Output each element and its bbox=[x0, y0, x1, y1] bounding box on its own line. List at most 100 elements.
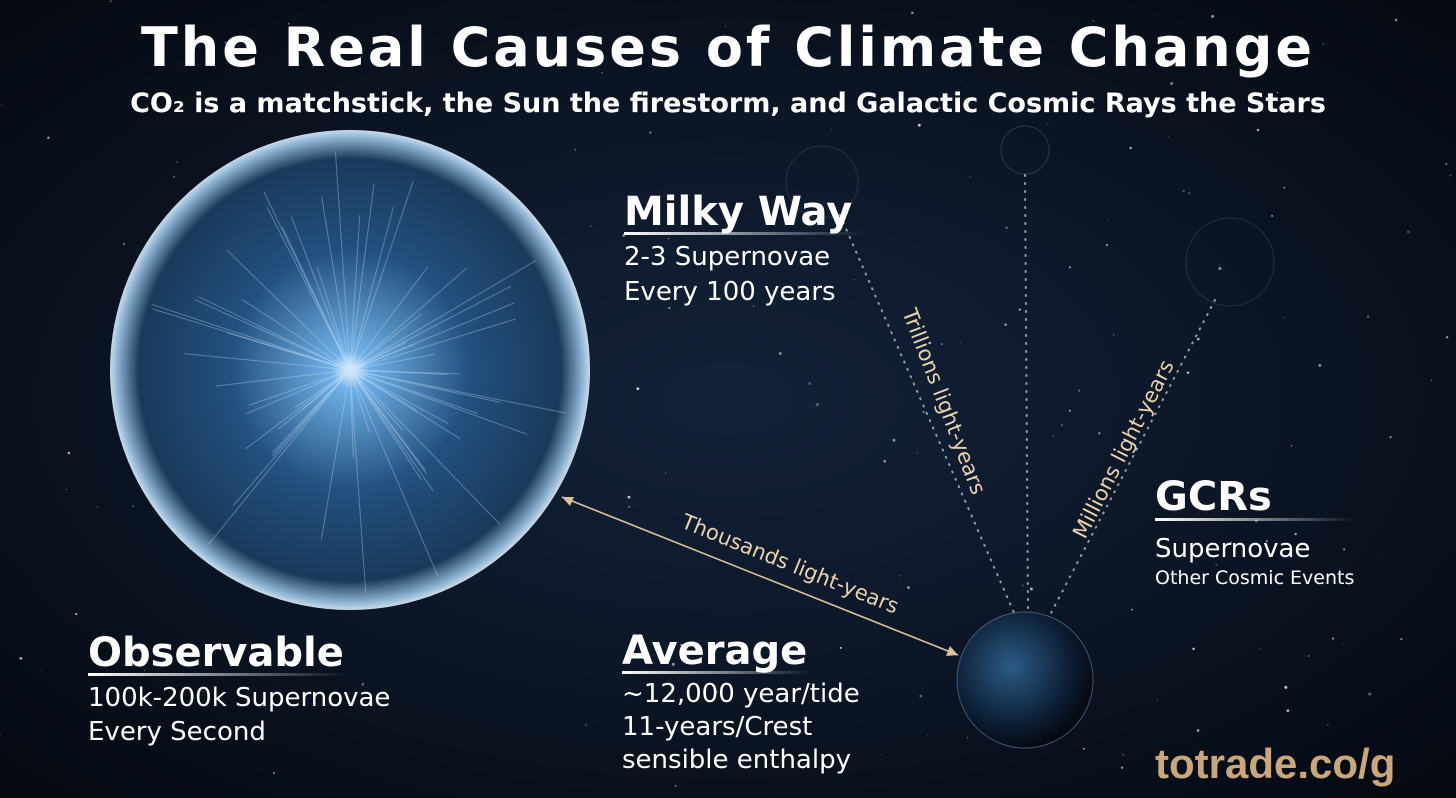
star bbox=[1156, 699, 1158, 701]
star bbox=[1270, 214, 1274, 218]
star bbox=[1186, 371, 1190, 374]
filament bbox=[349, 369, 501, 526]
filament bbox=[246, 369, 351, 415]
star bbox=[1368, 692, 1372, 696]
star bbox=[1264, 34, 1268, 37]
star bbox=[1120, 766, 1124, 769]
star bbox=[1378, 557, 1380, 559]
star bbox=[1406, 230, 1410, 234]
underline bbox=[1155, 518, 1355, 521]
star bbox=[112, 324, 114, 326]
star bbox=[247, 61, 249, 63]
star bbox=[1230, 541, 1233, 544]
star bbox=[1061, 424, 1063, 426]
filament bbox=[349, 260, 537, 371]
filament bbox=[349, 369, 434, 492]
detail: sensible enthalpy bbox=[622, 745, 851, 775]
filament bbox=[349, 267, 468, 371]
star bbox=[1327, 724, 1329, 726]
star bbox=[1446, 336, 1449, 339]
star bbox=[916, 452, 919, 454]
star bbox=[1068, 409, 1071, 412]
filament bbox=[349, 313, 423, 371]
star bbox=[1192, 647, 1195, 651]
filament bbox=[349, 369, 427, 475]
filament bbox=[349, 353, 435, 371]
star bbox=[846, 758, 848, 760]
watermark: totrade.co/g bbox=[1155, 740, 1395, 787]
star bbox=[109, 0, 112, 3]
star bbox=[919, 694, 923, 698]
filament bbox=[320, 369, 351, 541]
filament bbox=[321, 196, 351, 371]
detail: 100k-200k Supernovae bbox=[88, 683, 390, 713]
filament bbox=[349, 369, 461, 375]
star bbox=[1366, 315, 1370, 318]
star bbox=[47, 136, 50, 140]
filament bbox=[349, 369, 501, 403]
star bbox=[1322, 43, 1325, 45]
filament bbox=[183, 353, 351, 371]
star bbox=[177, 70, 179, 72]
star bbox=[1005, 226, 1008, 229]
star bbox=[1256, 128, 1260, 132]
filament bbox=[198, 296, 351, 371]
star bbox=[1218, 264, 1220, 266]
filament bbox=[349, 266, 429, 371]
arrow-head bbox=[562, 497, 574, 506]
star bbox=[961, 80, 963, 82]
star bbox=[1290, 445, 1293, 447]
star bbox=[1445, 162, 1448, 166]
filament bbox=[290, 216, 351, 371]
star bbox=[752, 305, 755, 308]
star bbox=[1215, 563, 1218, 567]
star bbox=[601, 72, 603, 74]
star bbox=[1113, 334, 1115, 336]
star bbox=[880, 754, 882, 756]
star bbox=[907, 586, 910, 589]
star bbox=[1170, 82, 1174, 85]
star bbox=[75, 612, 78, 616]
filament bbox=[349, 369, 461, 440]
detail: ~12,000 year/tide bbox=[622, 679, 860, 709]
faint-ring bbox=[785, 145, 859, 219]
star bbox=[1283, 317, 1286, 319]
star bbox=[825, 574, 828, 578]
detail: Every 100 years bbox=[624, 277, 836, 307]
filament bbox=[349, 318, 516, 371]
star bbox=[1218, 266, 1222, 270]
underline bbox=[622, 671, 812, 674]
filament bbox=[226, 250, 351, 371]
dotted-rays bbox=[839, 174, 1216, 616]
filament bbox=[281, 226, 351, 371]
star bbox=[1283, 186, 1286, 189]
star bbox=[1122, 753, 1125, 756]
filament bbox=[349, 206, 395, 371]
filament bbox=[241, 298, 351, 371]
filament bbox=[334, 151, 351, 371]
star bbox=[520, 62, 522, 64]
heading: GCRs bbox=[1155, 474, 1272, 520]
faint-ring bbox=[1185, 217, 1275, 307]
star bbox=[588, 500, 590, 502]
star bbox=[808, 382, 812, 386]
star bbox=[740, 96, 742, 99]
star bbox=[574, 148, 577, 151]
earth-sphere bbox=[956, 611, 1094, 749]
sphere-filaments bbox=[151, 151, 566, 593]
star bbox=[830, 128, 833, 130]
star bbox=[778, 352, 782, 355]
star bbox=[1388, 57, 1390, 59]
filament bbox=[349, 369, 426, 471]
star bbox=[601, 250, 603, 252]
observable-sphere bbox=[110, 130, 590, 610]
star bbox=[1294, 533, 1297, 536]
filament bbox=[245, 369, 351, 450]
star bbox=[724, 25, 726, 27]
star bbox=[1196, 337, 1200, 341]
star bbox=[940, 343, 943, 346]
filament bbox=[277, 369, 351, 430]
star bbox=[628, 505, 631, 508]
filament bbox=[349, 369, 439, 577]
